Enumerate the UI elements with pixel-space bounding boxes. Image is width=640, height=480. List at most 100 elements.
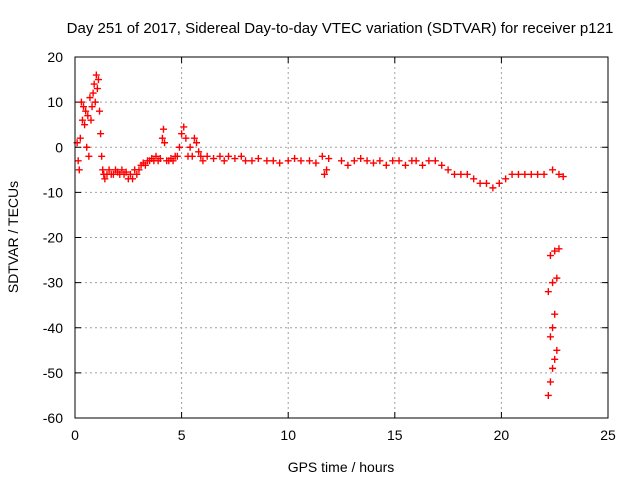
data-point [90,80,98,88]
data-point [551,355,559,363]
data-points [73,71,567,399]
data-point [193,139,201,147]
data-point [178,130,186,138]
data-point [92,71,100,79]
data-point [551,310,559,318]
data-point [350,157,358,165]
data-point [534,170,542,178]
data-point [93,85,101,93]
data-point [82,107,90,115]
data-point [306,157,314,165]
data-point [158,134,166,142]
data-point [180,123,188,131]
data-point [508,170,516,178]
x-tick-label: 25 [600,427,616,443]
data-point [126,170,134,178]
axis-ticks: 0 5 10 15 20 25 -60 -50 -40 -30 -20 -10 0 10 20 [43,49,616,443]
data-point [173,152,181,160]
data-point [376,157,384,165]
data-point [109,170,117,178]
data-point [141,161,149,169]
data-point [77,98,85,106]
data-point [549,279,557,287]
data-point [263,157,271,165]
data-point [544,391,552,399]
data-point [553,346,561,354]
data-point [521,170,529,178]
data-point [276,159,284,167]
data-point [81,121,89,129]
data-point [555,245,563,253]
data-point [101,175,109,183]
data-point [197,152,205,160]
data-point [463,170,471,178]
data-point [549,364,557,372]
data-point [182,134,190,142]
data-point [551,247,559,255]
data-point [431,157,439,165]
x-tick-label: 10 [280,427,296,443]
data-point [389,157,397,165]
data-point [203,152,211,160]
y-tick-label: -40 [43,320,63,336]
chart-title: Day 251 of 2017, Sidereal Day-to-day VTE… [67,20,614,37]
data-point [87,116,95,124]
data-point [216,152,224,160]
data-point [527,170,535,178]
data-point [84,112,92,120]
data-point [546,252,554,260]
data-point [161,139,169,147]
x-tick-label: 5 [178,427,186,443]
data-point [99,166,107,174]
y-tick-label: -50 [43,365,63,381]
data-point [86,94,94,102]
y-tick-label: 0 [55,139,63,155]
data-point [169,157,177,165]
data-point [98,152,106,160]
x-tick-label: 20 [494,427,510,443]
data-point [80,103,88,111]
data-point [210,155,218,163]
data-point [76,134,84,142]
data-point [220,157,228,165]
data-point [419,161,427,169]
data-point [83,143,91,151]
data-point [74,157,82,165]
data-point [476,179,484,187]
data-point [97,130,105,138]
data-point [122,168,130,176]
data-point [502,175,510,183]
data-point [312,159,320,167]
data-point [382,161,390,169]
data-point [129,175,137,183]
data-point [188,152,196,160]
data-point [546,378,554,386]
data-point [254,155,262,163]
data-point [357,155,365,163]
data-point [269,157,277,165]
y-tick-label: -30 [43,275,63,291]
data-point [199,157,207,165]
data-point [514,170,522,178]
data-point [544,288,552,296]
data-point [195,148,203,156]
data-point [540,170,548,178]
data-point [318,152,326,160]
data-point [242,157,250,165]
data-point [323,166,331,174]
data-point [489,184,497,192]
data-point [152,152,160,160]
data-point [369,159,377,167]
data-point [438,161,446,169]
data-point [482,179,490,187]
data-point [470,175,478,183]
data-point [88,103,96,111]
data-point [444,166,452,174]
data-point [546,333,554,341]
data-point [94,76,102,84]
data-point [549,166,557,174]
plot-frame [74,56,609,419]
data-point [75,166,83,174]
data-point [159,125,167,133]
